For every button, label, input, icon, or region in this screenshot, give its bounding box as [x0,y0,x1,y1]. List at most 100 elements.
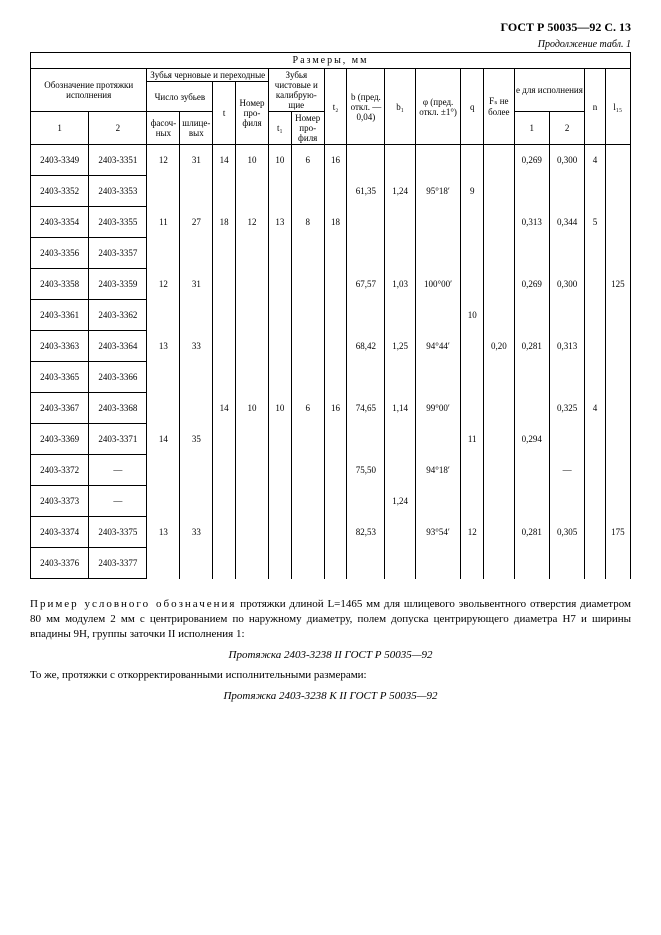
cell-a1: 2403-3349 [31,145,89,176]
col-np: Номер про­филя [236,82,269,145]
col-2: 2 [89,112,147,145]
cell-np [236,238,269,269]
cell-b: 82,53 [347,517,385,548]
cell-shl: 35 [180,424,213,455]
table-row: 2403-33762403-3377 [31,548,631,579]
cell-fs [484,424,514,455]
cell-n [585,486,605,517]
cell-np [236,362,269,393]
cell-b: 61,35 [347,176,385,207]
cell-a1: 2403-3376 [31,548,89,579]
col-phi: φ (пред. откл. ±1°) [415,69,461,145]
col-b1: b₁ [385,69,415,145]
footer-text: Пример условного обозначения протяжки дл… [30,597,631,704]
cell-fs [484,362,514,393]
cell-np1: 6 [291,145,324,176]
cell-np1 [291,331,324,362]
cell-t2 [324,517,347,548]
cell-a1: 2403-3363 [31,331,89,362]
cell-t2: 18 [324,207,347,238]
cell-shl: 27 [180,207,213,238]
cell-np1 [291,269,324,300]
cell-b: 67,57 [347,269,385,300]
col-lts: l₁₅ [605,69,630,145]
cell-a2: 2403-3375 [89,517,147,548]
cell-e2 [549,424,584,455]
cell-t1 [268,176,291,207]
col-1: 1 [31,112,89,145]
cell-b1: 1,03 [385,269,415,300]
cell-e1: 0,294 [514,424,549,455]
cell-e2 [549,548,584,579]
cell-a2: 2403-3353 [89,176,147,207]
cell-fs [484,300,514,331]
cell-b: 74,65 [347,393,385,424]
cell-lts [605,362,630,393]
col-fas: фасоч­ных [147,112,180,145]
cell-b [347,548,385,579]
cell-q: 9 [461,176,484,207]
cell-e1: 0,269 [514,145,549,176]
cell-t2 [324,269,347,300]
cell-np: 10 [236,393,269,424]
cell-b1 [385,517,415,548]
cell-a2: 2403-3359 [89,269,147,300]
cell-a1: 2403-3358 [31,269,89,300]
cell-t [213,300,236,331]
cell-e1 [514,362,549,393]
cell-phi: 99°00′ [415,393,461,424]
cell-shl: 33 [180,331,213,362]
table-row: 2403-33612403-336210 [31,300,631,331]
cell-fas: 12 [147,145,180,176]
cell-q [461,362,484,393]
cell-a2: 2403-3366 [89,362,147,393]
cell-b1 [385,207,415,238]
cell-q [461,238,484,269]
cell-e2 [549,238,584,269]
cell-a2: 2403-3377 [89,548,147,579]
cell-shl [180,362,213,393]
cell-t1 [268,362,291,393]
cell-np1: 8 [291,207,324,238]
para-2: То же, протяжки с откорректированными ис… [30,668,631,683]
cell-phi [415,548,461,579]
cell-t1: 10 [268,393,291,424]
cell-phi [415,145,461,176]
cell-lts [605,176,630,207]
cell-t1: 13 [268,207,291,238]
cell-t1 [268,548,291,579]
doc-id: ГОСТ Р 50035—92 С. 13 [30,20,631,35]
cell-lts [605,300,630,331]
cell-a1: 2403-3354 [31,207,89,238]
cell-phi: 100°00′ [415,269,461,300]
cell-np: 10 [236,145,269,176]
cell-n [585,548,605,579]
cell-t2 [324,424,347,455]
cell-t1 [268,331,291,362]
cell-np1 [291,300,324,331]
col-fs: Fₛ не более [484,69,514,145]
cell-t: 14 [213,145,236,176]
cell-fas: 13 [147,517,180,548]
cell-t2 [324,300,347,331]
cell-e1: 0,269 [514,269,549,300]
cell-a1: 2403-3352 [31,176,89,207]
example-2: Протяжка 2403-3238 К II ГОСТ Р 50035—92 [30,689,631,704]
table-row: 2403-33542403-335511271812138180,3130,34… [31,207,631,238]
table-row: 2403-33522403-335361,351,2495°18′9 [31,176,631,207]
cell-a2: 2403-3351 [89,145,147,176]
cell-fas: 11 [147,207,180,238]
table-row: 2403-3373—1,24 [31,486,631,517]
cell-a1: 2403-3374 [31,517,89,548]
cell-e1 [514,238,549,269]
cell-n [585,300,605,331]
table-row: 2403-3372—75,5094°18′— [31,455,631,486]
col-chist: Зубья чистовые и калибрую­щие [268,69,324,112]
cell-q [461,269,484,300]
cell-fas [147,548,180,579]
table-title: Размеры, мм [30,52,631,68]
example-1: Протяжка 2403-3238 II ГОСТ Р 50035—92 [30,648,631,663]
cell-n [585,455,605,486]
cell-t [213,486,236,517]
col-e2: 2 [549,112,584,145]
